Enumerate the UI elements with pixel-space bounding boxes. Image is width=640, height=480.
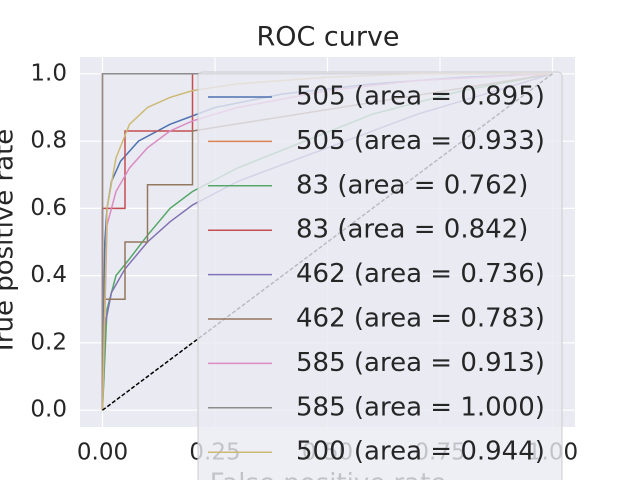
roc-curve: [101, 73, 553, 411]
y-tick-label: 0.8: [30, 128, 67, 154]
legend: 505 (area = 0.895) 505 (area = 0.933) 83 (…: [197, 71, 563, 480]
legend-label: 505 (area = 0.895): [296, 82, 545, 112]
legend-label: 585 (area = 0.913): [296, 348, 545, 378]
y-tick-label: 0.0: [30, 397, 67, 423]
chart-title: ROC curve: [256, 22, 399, 53]
y-tick-label: 0.4: [30, 262, 67, 288]
legend-label: 500 (area = 0.944): [296, 437, 545, 467]
x-tick-label: 0.00: [77, 440, 128, 466]
y-tick-label: 1.0: [30, 60, 67, 86]
legend-frame: [197, 71, 563, 480]
legend-label: 462 (area = 0.736): [296, 259, 545, 289]
y-tick-label: 0.2: [30, 329, 67, 355]
legend-label: 505 (area = 0.933): [296, 126, 545, 156]
legend-label: 585 (area = 1.000): [296, 392, 545, 422]
y-tick-label: 0.6: [30, 195, 67, 221]
legend-label: 83 (area = 0.762): [296, 170, 528, 200]
legend-label: 462 (area = 0.783): [296, 304, 545, 334]
y-axis-label: True positive rate: [0, 129, 20, 357]
legend-label: 83 (area = 0.842): [296, 215, 528, 245]
